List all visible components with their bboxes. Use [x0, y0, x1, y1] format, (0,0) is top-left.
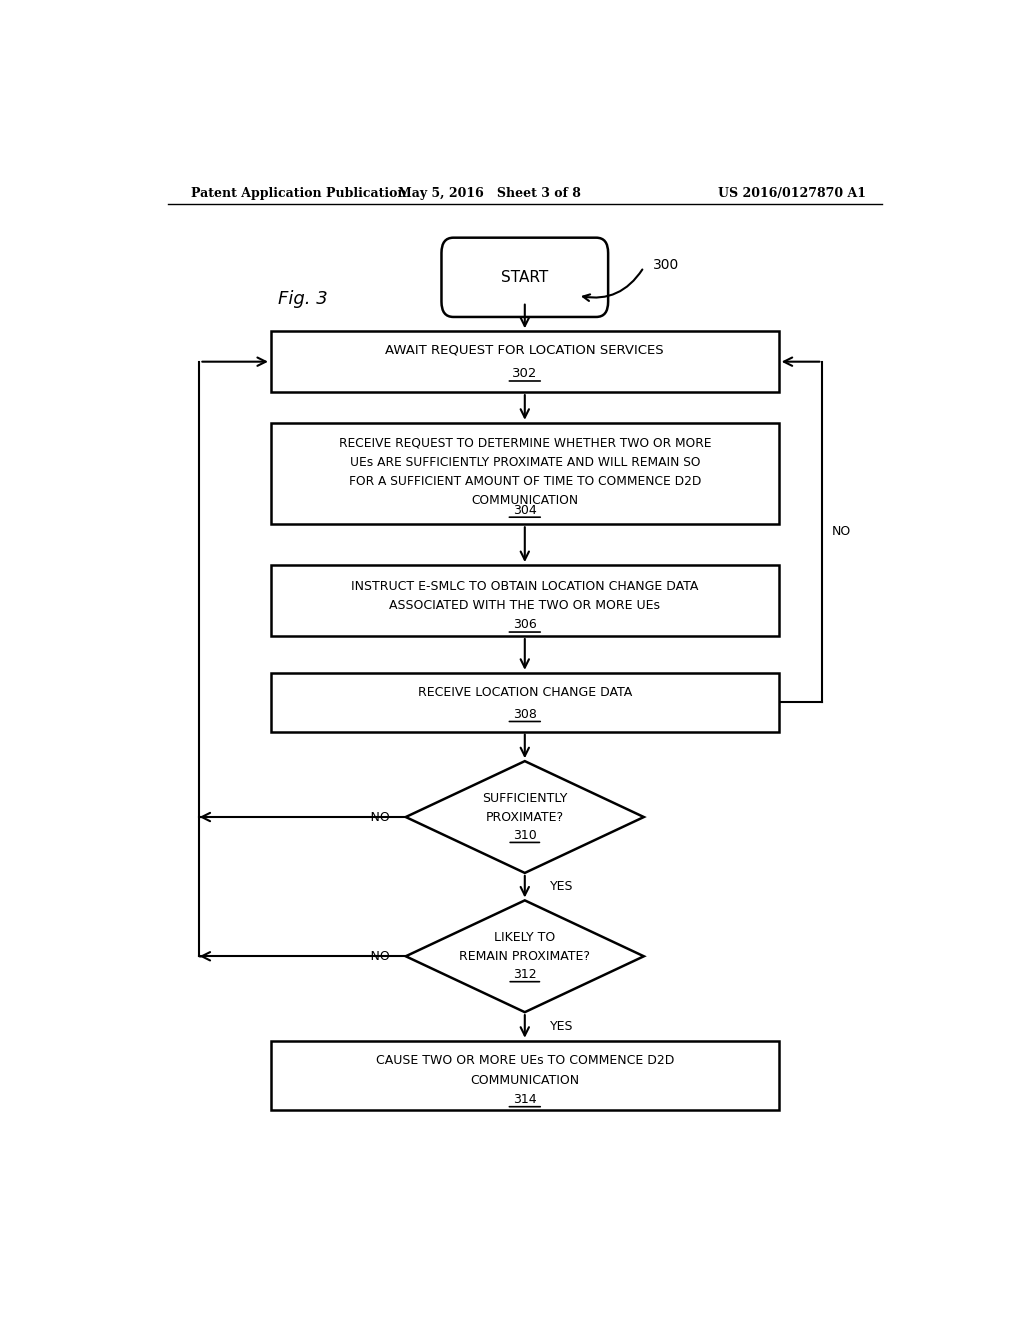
Text: RECEIVE REQUEST TO DETERMINE WHETHER TWO OR MORE: RECEIVE REQUEST TO DETERMINE WHETHER TWO… [339, 437, 711, 450]
Text: May 5, 2016   Sheet 3 of 8: May 5, 2016 Sheet 3 of 8 [397, 187, 581, 201]
Text: — NO: — NO [354, 810, 390, 824]
Text: ASSOCIATED WITH THE TWO OR MORE UEs: ASSOCIATED WITH THE TWO OR MORE UEs [389, 599, 660, 612]
Polygon shape [406, 762, 644, 873]
Text: COMMUNICATION: COMMUNICATION [471, 495, 579, 507]
Text: Patent Application Publication: Patent Application Publication [191, 187, 407, 201]
Bar [270, 331, 779, 392]
Text: US 2016/0127870 A1: US 2016/0127870 A1 [718, 187, 866, 201]
Text: 310: 310 [513, 829, 537, 842]
Text: Fig. 3: Fig. 3 [278, 289, 328, 308]
Text: INSTRUCT E-SMLC TO OBTAIN LOCATION CHANGE DATA: INSTRUCT E-SMLC TO OBTAIN LOCATION CHANG… [351, 579, 698, 593]
Text: 304: 304 [513, 503, 537, 516]
Text: — NO: — NO [354, 950, 390, 962]
Text: CAUSE TWO OR MORE UEs TO COMMENCE D2D: CAUSE TWO OR MORE UEs TO COMMENCE D2D [376, 1055, 674, 1068]
Text: SUFFICIENTLY: SUFFICIENTLY [482, 792, 567, 805]
Text: LIKELY TO: LIKELY TO [495, 932, 555, 945]
Text: 312: 312 [513, 968, 537, 981]
Polygon shape [406, 900, 644, 1012]
Bar [270, 1040, 779, 1110]
Text: 306: 306 [513, 619, 537, 631]
Text: START: START [501, 269, 549, 285]
Text: RECEIVE LOCATION CHANGE DATA: RECEIVE LOCATION CHANGE DATA [418, 685, 632, 698]
Text: PROXIMATE?: PROXIMATE? [485, 810, 564, 824]
Text: COMMUNICATION: COMMUNICATION [470, 1073, 580, 1086]
Text: FOR A SUFFICIENT AMOUNT OF TIME TO COMMENCE D2D: FOR A SUFFICIENT AMOUNT OF TIME TO COMME… [348, 475, 701, 488]
Text: 300: 300 [653, 259, 680, 272]
Bar [270, 422, 779, 524]
Text: YES: YES [550, 1020, 573, 1034]
Text: 314: 314 [513, 1093, 537, 1106]
Text: 308: 308 [513, 708, 537, 721]
Bar [270, 673, 779, 731]
Text: AWAIT REQUEST FOR LOCATION SERVICES: AWAIT REQUEST FOR LOCATION SERVICES [385, 345, 665, 356]
Text: 302: 302 [512, 367, 538, 380]
Text: NO: NO [831, 525, 851, 539]
Text: YES: YES [550, 880, 573, 894]
Text: REMAIN PROXIMATE?: REMAIN PROXIMATE? [460, 950, 590, 962]
Bar [270, 565, 779, 636]
FancyBboxPatch shape [441, 238, 608, 317]
Text: UEs ARE SUFFICIENTLY PROXIMATE AND WILL REMAIN SO: UEs ARE SUFFICIENTLY PROXIMATE AND WILL … [349, 455, 700, 469]
